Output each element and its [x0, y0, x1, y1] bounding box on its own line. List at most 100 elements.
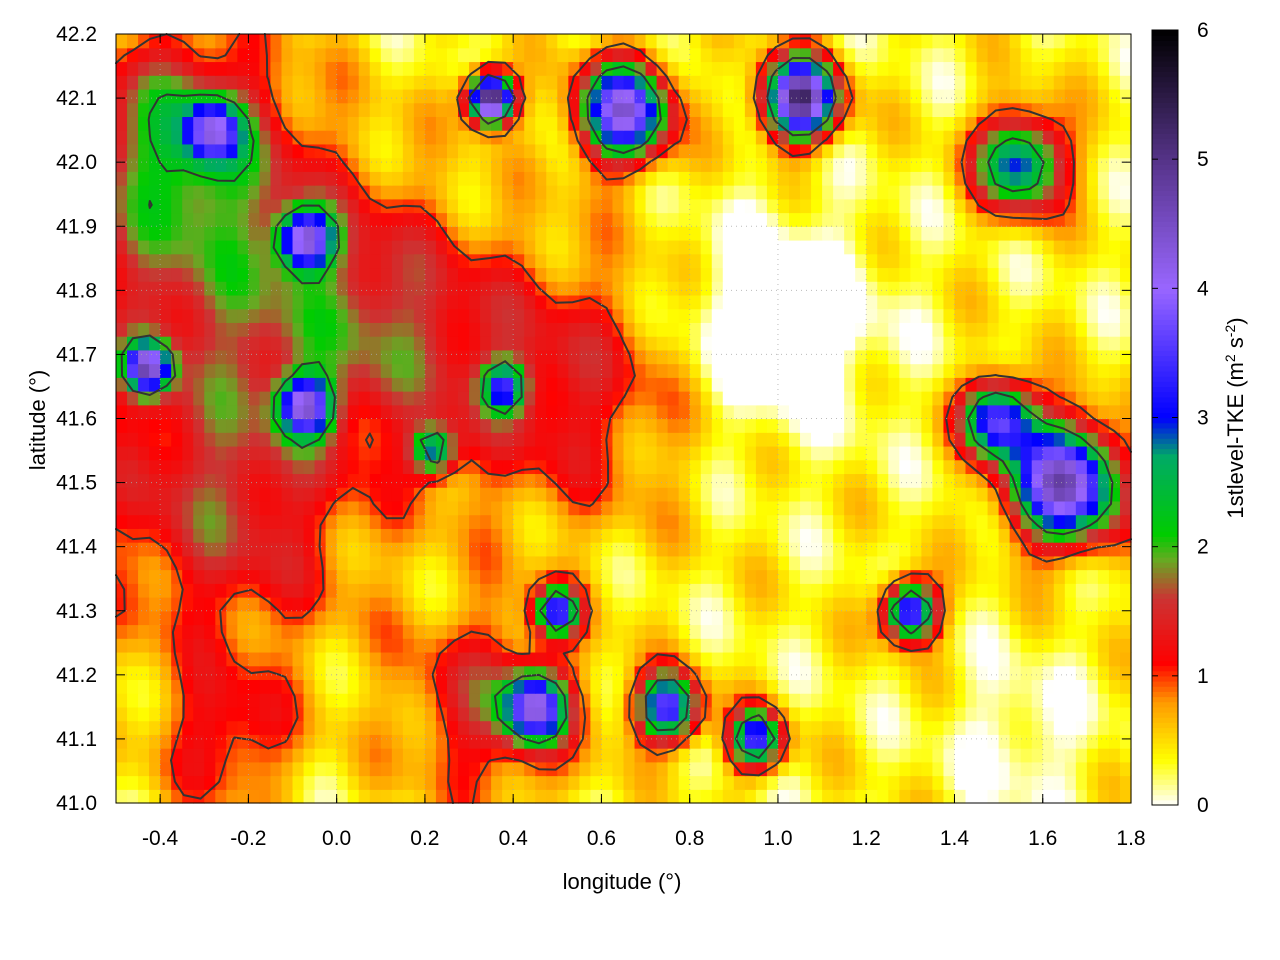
- heatmap-cell: [855, 75, 867, 90]
- heatmap-cell: [800, 638, 812, 653]
- heatmap-cell: [1042, 322, 1055, 337]
- heatmap-cell: [866, 322, 878, 337]
- heatmap-cell: [458, 281, 470, 296]
- heatmap-cell: [314, 555, 327, 571]
- heatmap-cell: [788, 336, 801, 351]
- heatmap-cell: [1031, 569, 1044, 584]
- heatmap-cell: [623, 212, 636, 227]
- heatmap-cell: [987, 624, 1000, 639]
- heatmap-cell: [1064, 377, 1077, 392]
- heatmap-cell: [248, 404, 261, 420]
- heatmap-cell: [579, 445, 591, 461]
- heatmap-cell: [1053, 459, 1066, 475]
- heatmap-cell: [1108, 363, 1121, 378]
- heatmap-cell: [281, 47, 294, 63]
- heatmap-cell: [303, 47, 316, 63]
- heatmap-cell: [193, 253, 205, 269]
- heatmap-cell: [1108, 432, 1121, 447]
- heatmap-cell: [491, 693, 503, 708]
- heatmap-cell: [149, 418, 161, 433]
- heatmap-cell: [546, 116, 558, 131]
- heatmap-cell: [833, 693, 845, 708]
- heatmap-cell: [391, 253, 404, 269]
- heatmap-cell: [645, 459, 658, 475]
- heatmap-cell: [755, 267, 768, 282]
- heatmap-cell: [755, 459, 768, 475]
- heatmap-cell: [1086, 336, 1099, 351]
- heatmap-cell: [435, 239, 448, 255]
- heatmap-cell: [182, 239, 194, 255]
- heatmap-cell: [656, 514, 669, 529]
- heatmap-cell: [336, 212, 349, 227]
- heatmap-cell: [722, 143, 735, 159]
- heatmap-cell: [755, 198, 768, 214]
- heatmap-cell: [733, 432, 746, 447]
- heatmap-cell: [976, 679, 989, 694]
- heatmap-cell: [413, 349, 426, 365]
- heatmap-cell: [965, 61, 978, 76]
- heatmap-cell: [446, 514, 459, 529]
- heatmap-cell: [193, 212, 205, 227]
- heatmap-cell: [369, 445, 382, 461]
- heatmap-cell: [557, 185, 569, 200]
- heatmap-cell: [678, 789, 691, 804]
- heatmap-cell: [910, 61, 922, 76]
- heatmap-cell: [965, 336, 978, 351]
- heatmap-cell: [480, 116, 492, 131]
- heatmap-cell: [182, 624, 194, 639]
- heatmap-cell: [204, 679, 216, 694]
- heatmap-cell: [877, 459, 889, 475]
- heatmap-cell: [932, 198, 945, 214]
- heatmap-cell: [193, 789, 205, 804]
- heatmap-cell: [700, 706, 713, 722]
- heatmap-cell: [546, 459, 558, 475]
- heatmap-cell: [248, 610, 261, 626]
- heatmap-cell: [127, 336, 139, 351]
- heatmap-cell: [336, 308, 349, 323]
- heatmap-cell: [358, 143, 371, 159]
- heatmap-cell: [369, 336, 382, 351]
- heatmap-cell: [270, 432, 283, 447]
- heatmap-cell: [171, 748, 183, 763]
- heatmap-cell: [1075, 528, 1088, 543]
- heatmap-cell: [557, 706, 569, 722]
- heatmap-cell: [634, 253, 647, 269]
- heatmap-cell: [380, 336, 393, 351]
- heatmap-cell: [237, 391, 249, 406]
- heatmap-cell: [424, 377, 437, 392]
- heatmap-cell: [777, 624, 790, 639]
- heatmap-cell: [965, 349, 978, 365]
- heatmap-cell: [446, 404, 459, 420]
- heatmap-cell: [557, 665, 569, 681]
- heatmap-cell: [667, 487, 680, 502]
- heatmap-cell: [822, 679, 834, 694]
- heatmap-cell: [226, 377, 238, 392]
- heatmap-cell: [1108, 761, 1121, 777]
- heatmap-cell: [568, 239, 580, 255]
- heatmap-cell: [1097, 761, 1110, 777]
- heatmap-cell: [237, 198, 249, 214]
- heatmap-cell: [623, 185, 636, 200]
- heatmap-cell: [954, 61, 967, 76]
- heatmap-cell: [281, 432, 294, 447]
- heatmap-cell: [568, 198, 580, 214]
- heatmap-cell: [733, 610, 746, 626]
- heatmap-cell: [281, 363, 294, 378]
- heatmap-cell: [171, 212, 183, 227]
- heatmap-cell: [1020, 322, 1033, 337]
- heatmap-cell: [910, 294, 922, 310]
- heatmap-cell: [1119, 363, 1132, 378]
- heatmap-cell: [237, 349, 249, 365]
- heatmap-cell: [899, 418, 911, 433]
- heatmap-cell: [1042, 336, 1055, 351]
- heatmap-cell: [259, 720, 272, 735]
- heatmap-cell: [204, 130, 216, 145]
- heatmap-cell: [1064, 294, 1077, 310]
- heatmap-cell: [1097, 157, 1110, 172]
- heatmap-cell: [424, 720, 437, 735]
- heatmap-cell: [446, 583, 459, 598]
- heatmap-cell: [788, 130, 801, 145]
- heatmap-cell: [281, 720, 294, 735]
- heatmap-cell: [491, 294, 503, 310]
- heatmap-cell: [116, 130, 128, 145]
